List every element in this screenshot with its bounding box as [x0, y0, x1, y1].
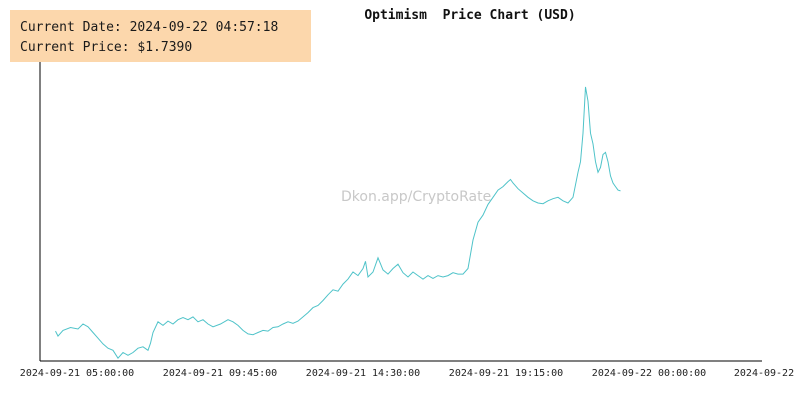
current-price-label: Current Price: — [20, 40, 130, 55]
x-tick-label: 2024-09-21 05:00:00 — [20, 368, 134, 379]
current-date-row: Current Date: 2024-09-22 04:57:18 — [20, 18, 311, 38]
chart-title: Optimism Price Chart (USD) — [364, 8, 576, 23]
price-line — [55, 86, 621, 360]
current-price-row: Current Price: $1.7390 — [20, 38, 311, 58]
x-tick-label: 2024-09-21 09:45:00 — [163, 368, 277, 379]
current-date-value: 2024-09-22 04:57:18 — [129, 20, 279, 35]
info-box: Current Date: 2024-09-22 04:57:18 Curren… — [10, 10, 311, 62]
x-tick-labels: 2024-09-21 05:00:00 2024-09-21 09:45:00 20… — [20, 368, 794, 379]
x-tick-label: 2024-09-22 00:00:00 — [592, 368, 706, 379]
x-tick-label: 2024-09-21 14:30:00 — [306, 368, 420, 379]
current-price-value: $1.7390 — [137, 40, 193, 55]
x-tick-label: 2024-09-21 19:15:00 — [449, 368, 563, 379]
x-tick-label: 2024-09-22 — [734, 368, 794, 379]
current-date-label: Current Date: — [20, 20, 122, 35]
watermark: Dkon.app/CryptoRate — [341, 189, 492, 205]
